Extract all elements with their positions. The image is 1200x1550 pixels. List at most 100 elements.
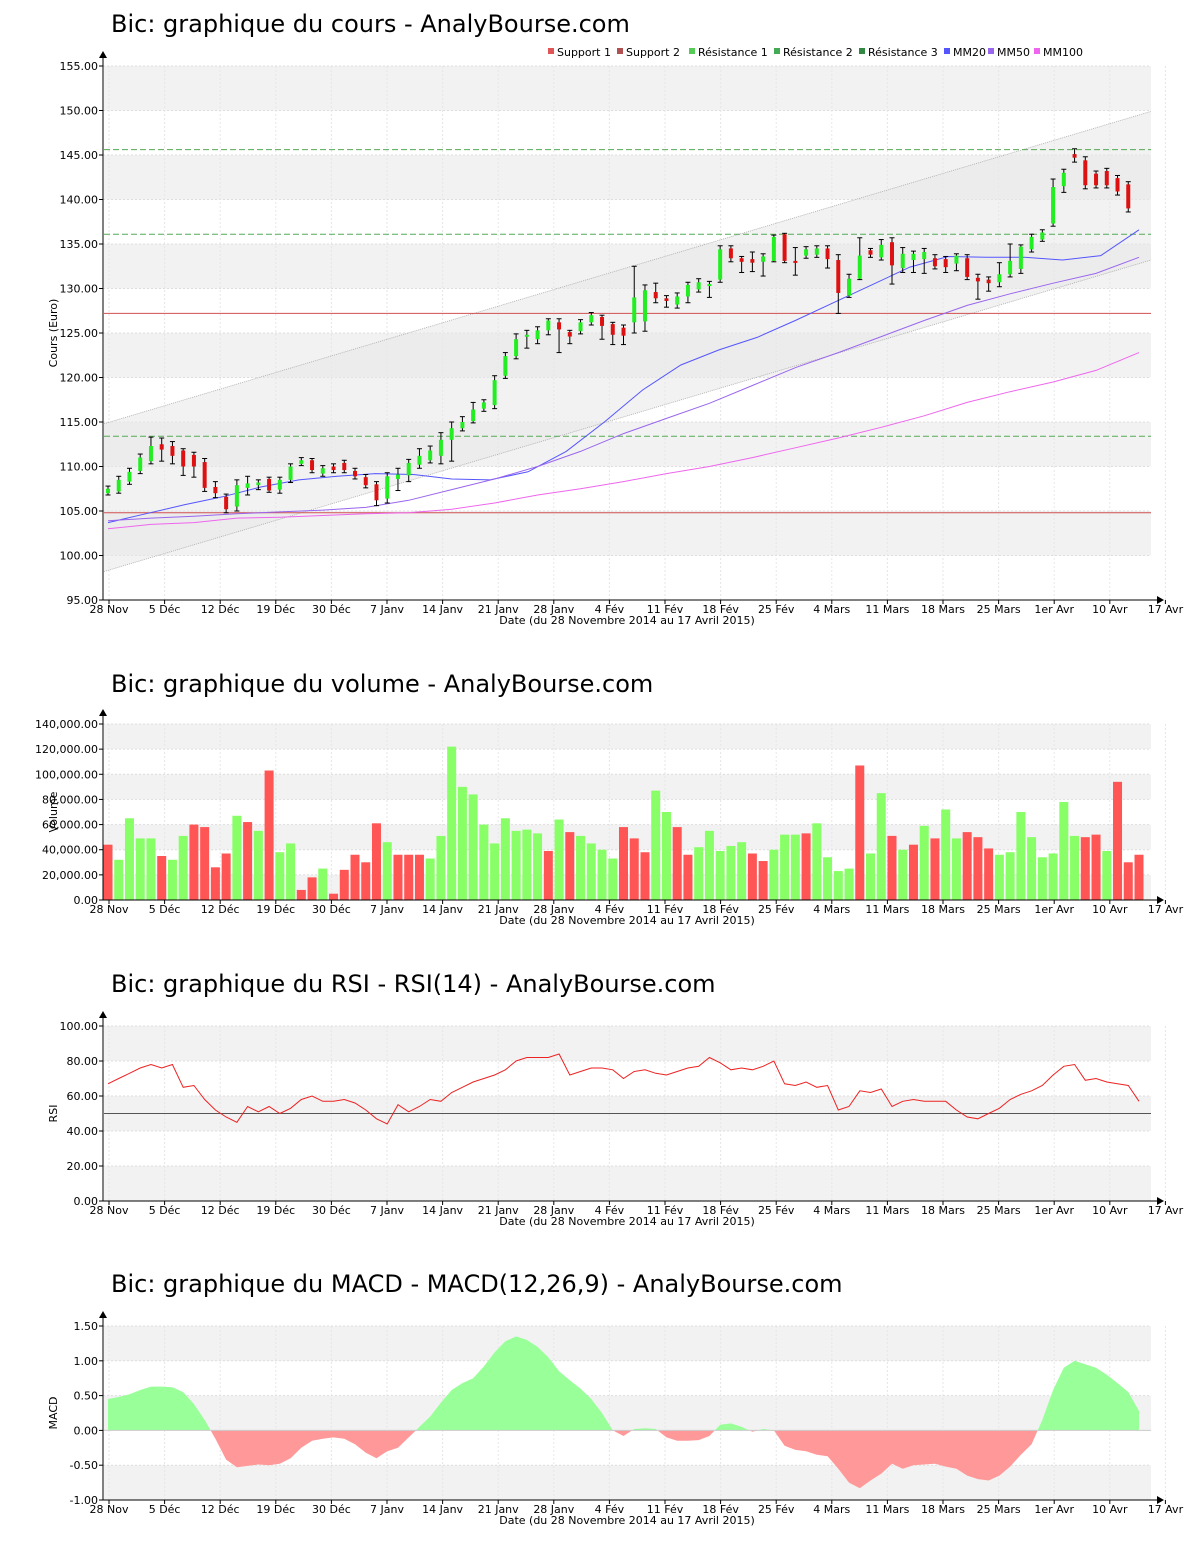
x-tick-label: 28 Janv [533,603,574,616]
volume-bar [146,838,156,900]
x-tick-label: 17 Avr [1148,903,1184,916]
legend-swatch [689,48,695,54]
candle-body [943,259,948,268]
candle-body [277,479,282,490]
candle-body [1029,236,1034,250]
legend-label: Support 2 [626,46,680,59]
volume-bar [178,835,188,900]
candle-body [589,315,594,323]
candle-body [879,244,884,258]
legend-swatch [859,48,865,54]
volume-bar [1037,857,1047,900]
x-tick-label: 18 Mars [921,1503,965,1516]
candle-body [1072,154,1077,158]
volume-bar [371,823,381,900]
candle-body [932,258,937,267]
x-tick-label: 7 Janv [370,603,404,616]
candle-body [138,457,143,471]
plot-band [104,66,1151,111]
legend-swatch [988,48,994,54]
volume-bar [898,849,908,900]
volume-bar [1113,781,1123,900]
macd-area-negative [210,1430,416,1468]
x-tick-label: 11 Fév [647,903,684,916]
y-tick-label: 150.00 [60,105,99,118]
candle-body [1115,178,1120,192]
volume-bar [1102,850,1112,900]
y-tick-label: 100.00 [60,550,99,563]
x-tick-label: 25 Mars [977,903,1021,916]
candle-body [234,485,239,507]
volume-chart-title: Bic: graphique du volume - AnalyBourse.c… [111,670,654,698]
candle-body [954,255,959,264]
x-tick-label: 30 Déc [312,1204,351,1217]
x-axis-arrow [1157,896,1164,904]
volume-bar [597,849,607,900]
x-tick-label: 1er Avr [1034,903,1074,916]
y-tick-label: 140.00 [60,194,99,207]
volume-bar [833,871,843,900]
candle-body [503,356,508,376]
candle-body [578,322,583,332]
candle-body [911,253,916,261]
legend-swatch [944,48,950,54]
candle-body [868,250,873,255]
candle-body [1051,187,1056,224]
x-tick-label: 5 Déc [149,1204,181,1217]
x-tick-label: 7 Janv [370,1503,404,1516]
x-tick-label: 19 Déc [256,603,295,616]
legend-label: MM20 [953,46,986,59]
volume-bar [1123,862,1133,900]
macd-area-positive [108,1386,211,1431]
volume-bar [457,786,467,900]
volume-bar [479,824,489,900]
candle-body [1008,260,1013,275]
candle-body [728,248,733,259]
candle-body [449,428,454,440]
volume-bar [296,889,306,900]
candle-body [922,252,927,260]
candle-body [310,460,315,471]
volume-bar [350,854,360,900]
candle-body [642,290,647,322]
x-tick-label: 18 Fév [702,1204,739,1217]
candle-body [750,259,755,263]
x-tick-label: 11 Fév [647,1503,684,1516]
volume-bar [1048,853,1058,900]
candle-body [653,292,658,299]
x-tick-label: 4 Mars [813,603,850,616]
y-tick-label: 125.00 [60,327,99,340]
rsi-line [107,1053,1140,1125]
x-tick-label: 28 Nov [90,603,129,616]
candle-body [997,274,1002,283]
volume-bar [1134,854,1144,900]
x-tick-label: 19 Déc [256,1204,295,1217]
candle-body [857,255,862,279]
candle-body [202,462,207,488]
volume-bar [522,829,532,900]
x-tick-label: 12 Déc [201,1204,240,1217]
x-tick-label: 17 Avr [1148,1503,1184,1516]
macd-area-negative [773,1430,1038,1489]
x-tick-label: 17 Avr [1148,603,1184,616]
y-tick-label: 110.00 [60,461,99,474]
volume-bar [318,868,328,900]
candle-body [632,297,637,323]
x-tick-label: 21 Janv [478,903,519,916]
plot-band [104,1326,1151,1361]
x-axis-arrow [1157,596,1164,604]
candle-body [353,470,358,477]
volume-bar [941,809,951,900]
candle-body [804,249,809,256]
y-tick-label: 130.00 [60,283,99,296]
candle-body [546,320,551,331]
volume-bar [157,856,167,900]
y-tick-label: 40,000.00 [42,844,98,857]
x-tick-label: 28 Nov [90,1204,129,1217]
candle-body [148,446,153,462]
volume-chart: 140,000.00 120,000.00 100,000.00 80,000.00 6… [35,709,1184,927]
volume-bar [1005,852,1015,900]
x-tick-label: 25 Fév [758,1503,795,1516]
x-tick-label: 10 Avr [1092,603,1128,616]
x-tick-label: 30 Déc [312,903,351,916]
